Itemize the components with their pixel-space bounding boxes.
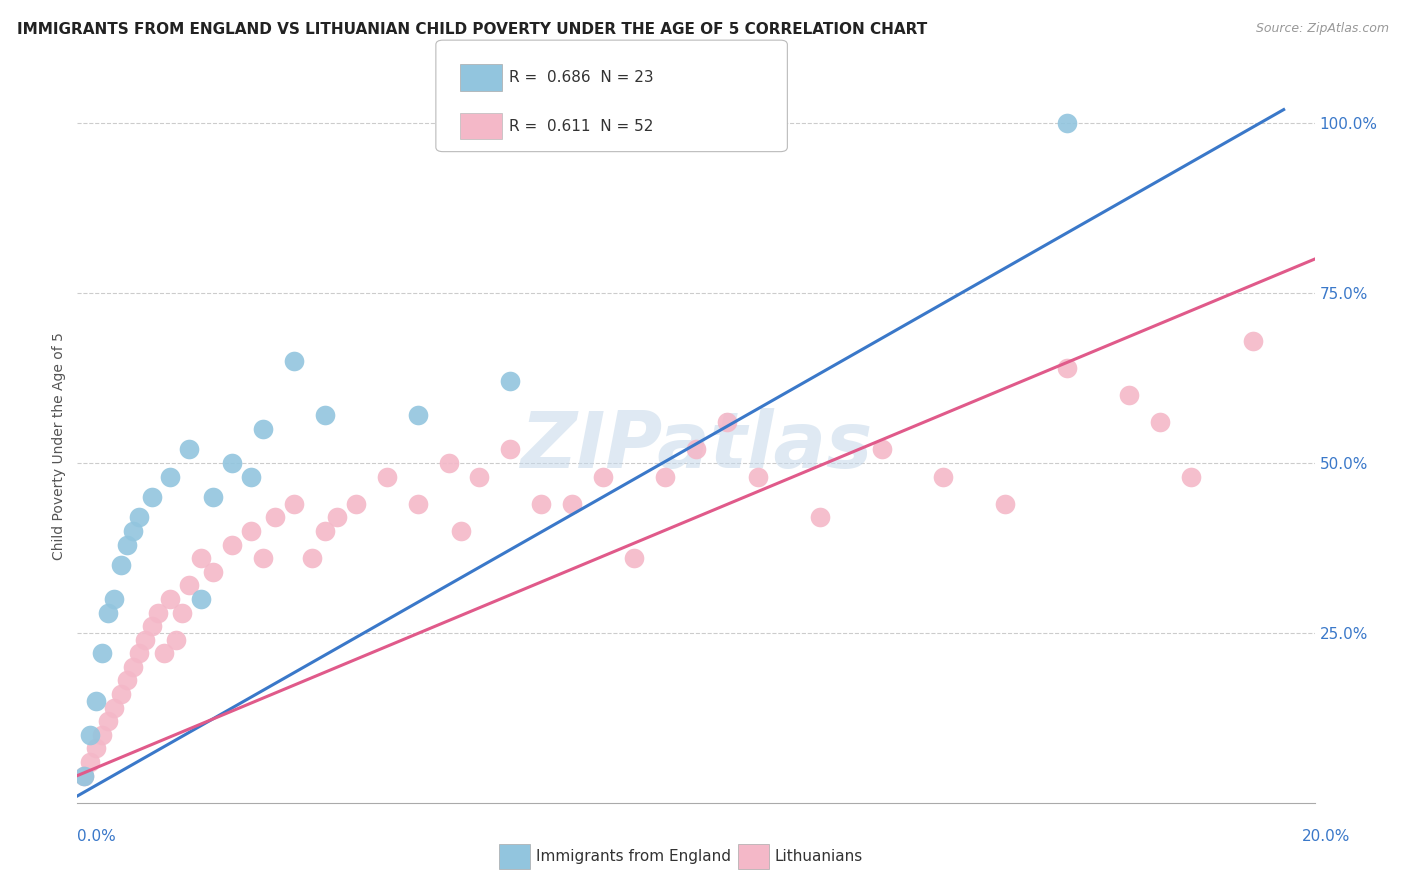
- Point: [747, 469, 769, 483]
- Point: [165, 632, 187, 647]
- Point: [301, 551, 323, 566]
- Point: [375, 469, 398, 483]
- Point: [97, 606, 120, 620]
- Text: IMMIGRANTS FROM ENGLAND VS LITHUANIAN CHILD POVERTY UNDER THE AGE OF 5 CORRELATI: IMMIGRANTS FROM ENGLAND VS LITHUANIAN CH…: [17, 22, 927, 37]
- Point: [870, 442, 893, 457]
- Text: Lithuanians: Lithuanians: [775, 849, 863, 863]
- Point: [808, 510, 831, 524]
- Point: [623, 551, 645, 566]
- Point: [177, 578, 200, 592]
- Point: [716, 415, 738, 429]
- Text: ZIPatlas: ZIPatlas: [520, 408, 872, 484]
- Point: [450, 524, 472, 538]
- Point: [177, 442, 200, 457]
- Point: [239, 469, 262, 483]
- Point: [314, 524, 336, 538]
- Point: [344, 497, 367, 511]
- Point: [84, 741, 107, 756]
- Point: [1180, 469, 1202, 483]
- Text: Immigrants from England: Immigrants from England: [536, 849, 731, 863]
- Point: [932, 469, 955, 483]
- Point: [1149, 415, 1171, 429]
- Point: [159, 591, 181, 606]
- Point: [128, 646, 150, 660]
- Point: [221, 456, 243, 470]
- Point: [326, 510, 349, 524]
- Point: [103, 591, 125, 606]
- Point: [221, 537, 243, 551]
- Point: [1056, 360, 1078, 375]
- Point: [468, 469, 491, 483]
- Point: [252, 422, 274, 436]
- Point: [283, 497, 305, 511]
- Point: [72, 769, 94, 783]
- Point: [91, 728, 114, 742]
- Point: [1118, 388, 1140, 402]
- Point: [202, 565, 225, 579]
- Point: [115, 673, 138, 688]
- Point: [84, 694, 107, 708]
- Point: [283, 354, 305, 368]
- Y-axis label: Child Poverty Under the Age of 5: Child Poverty Under the Age of 5: [52, 332, 66, 560]
- Point: [72, 769, 94, 783]
- Point: [146, 606, 169, 620]
- Point: [122, 524, 145, 538]
- Point: [190, 551, 212, 566]
- Point: [110, 558, 132, 572]
- Point: [561, 497, 583, 511]
- Point: [141, 490, 163, 504]
- Text: 0.0%: 0.0%: [77, 830, 117, 844]
- Point: [79, 755, 101, 769]
- Point: [499, 442, 522, 457]
- Point: [1241, 334, 1264, 348]
- Point: [1056, 116, 1078, 130]
- Point: [159, 469, 181, 483]
- Point: [314, 409, 336, 423]
- Point: [685, 442, 707, 457]
- Point: [202, 490, 225, 504]
- Point: [530, 497, 553, 511]
- Text: R =  0.611  N = 52: R = 0.611 N = 52: [509, 119, 654, 134]
- Point: [499, 375, 522, 389]
- Text: Source: ZipAtlas.com: Source: ZipAtlas.com: [1256, 22, 1389, 36]
- Point: [122, 660, 145, 674]
- Point: [264, 510, 287, 524]
- Point: [654, 469, 676, 483]
- Point: [134, 632, 156, 647]
- Point: [153, 646, 176, 660]
- Text: 20.0%: 20.0%: [1302, 830, 1350, 844]
- Point: [110, 687, 132, 701]
- Point: [141, 619, 163, 633]
- Point: [128, 510, 150, 524]
- Point: [437, 456, 460, 470]
- Point: [172, 606, 194, 620]
- Point: [103, 700, 125, 714]
- Point: [406, 409, 429, 423]
- Point: [252, 551, 274, 566]
- Point: [239, 524, 262, 538]
- Point: [115, 537, 138, 551]
- Point: [190, 591, 212, 606]
- Point: [406, 497, 429, 511]
- Point: [97, 714, 120, 729]
- Point: [994, 497, 1017, 511]
- Point: [592, 469, 614, 483]
- Point: [79, 728, 101, 742]
- Point: [91, 646, 114, 660]
- Text: R =  0.686  N = 23: R = 0.686 N = 23: [509, 70, 654, 86]
